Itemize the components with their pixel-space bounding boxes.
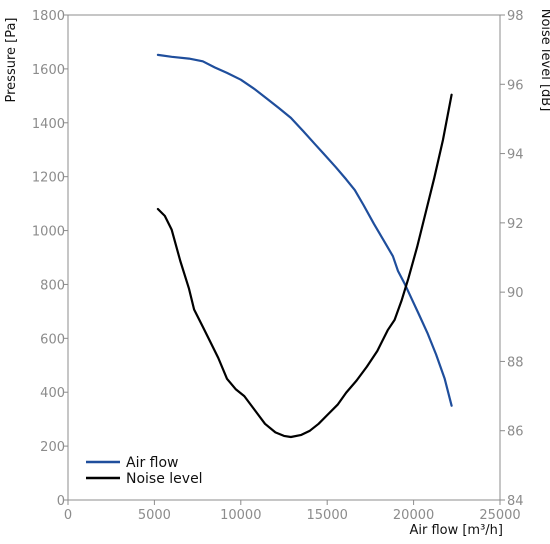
y2-tick-label: 86 xyxy=(507,425,524,440)
series-line-air-flow xyxy=(158,55,452,406)
y2-tick-label: 84 xyxy=(507,494,524,509)
series-line-noise-level xyxy=(158,95,452,437)
y-tick-label: 1600 xyxy=(32,63,65,78)
y-tick-label: 0 xyxy=(57,494,65,509)
x-tick-label: 0 xyxy=(64,508,72,523)
y2-tick-label: 92 xyxy=(507,217,524,232)
y2-tick-label: 96 xyxy=(507,78,524,93)
y2-tick-label: 98 xyxy=(507,9,524,24)
x-tick-label: 15000 xyxy=(307,508,348,523)
y-tick-label: 600 xyxy=(40,332,65,347)
y-tick-label: 800 xyxy=(40,278,65,293)
x-tick-label: 10000 xyxy=(220,508,261,523)
plot-frame xyxy=(68,15,500,500)
y2-tick-label: 94 xyxy=(507,148,524,163)
y2-tick-label: 90 xyxy=(507,286,524,301)
x-tick-label: 20000 xyxy=(393,508,434,523)
y-tick-label: 1400 xyxy=(32,117,65,132)
x-tick-label: 25000 xyxy=(479,508,520,523)
y2-tick-label: 88 xyxy=(507,355,524,370)
series-layer xyxy=(158,55,452,437)
y-tick-label: 1000 xyxy=(32,225,65,240)
y-tick-label: 400 xyxy=(40,386,65,401)
y-axis-title-right: Noise level [dB] xyxy=(538,9,550,112)
legend-label-air-flow: Air flow xyxy=(126,455,179,471)
x-tick-label: 5000 xyxy=(138,508,171,523)
y-tick-label: 1200 xyxy=(32,171,65,186)
x-axis-title: Air flow [m³/h] xyxy=(409,523,503,538)
y-axis-title-left: Pressure [Pa] xyxy=(4,17,19,102)
axes: 0 5000 10000 15000 20000 25000 0 200 400 600 800 10… xyxy=(32,9,524,523)
legend: Air flow Noise level xyxy=(86,455,203,487)
legend-label-noise-level: Noise level xyxy=(126,471,203,487)
y-tick-label: 1800 xyxy=(32,9,65,24)
y-tick-label: 200 xyxy=(40,440,65,455)
